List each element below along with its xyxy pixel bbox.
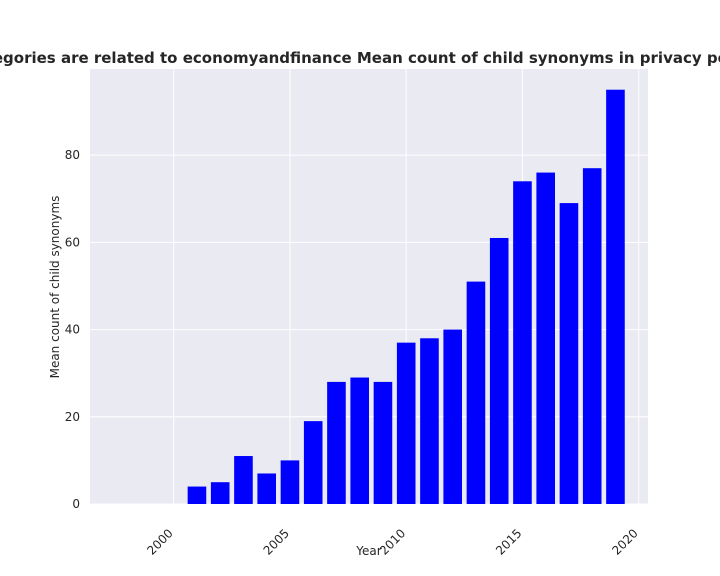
y-axis-label: Mean count of child synonyms [48,196,62,379]
y-tick-label: 20 [65,410,80,424]
bar-2016 [536,172,555,505]
bar-2018 [582,168,602,505]
y-axis-ticks: 0 20 40 60 80 [65,148,80,511]
y-tick-label: 40 [65,323,80,337]
bar-2012 [443,329,462,504]
bar-2009 [373,381,393,504]
x-tick-label: 2000 [144,526,175,557]
chart-title: categories are related to economyandfina… [0,49,720,67]
y-tick-label: 80 [65,148,80,162]
y-tick-label: 0 [72,497,80,511]
bar-2003 [234,456,253,504]
bar-2008 [350,377,369,504]
bars [187,89,625,505]
bar-2007 [327,381,346,504]
bar-2004 [257,473,276,504]
bar-2015 [513,181,532,505]
x-tick-label: 2005 [261,526,292,557]
bar-2010 [396,342,416,504]
bar-2002 [210,482,230,504]
bar-2013 [466,281,486,504]
bar-2019 [606,89,625,504]
x-axis-label: Year [355,544,381,558]
x-axis-ticks: 2000 2005 2010 2015 2020 [144,526,640,557]
x-tick-label: 2015 [493,526,524,557]
bar-2011 [420,338,439,504]
x-tick-label: 2020 [609,526,640,557]
bar-2006 [303,421,323,504]
y-tick-label: 60 [65,235,80,249]
bar-2001 [187,486,207,504]
bar-2005 [280,460,300,504]
bar-2014 [489,237,509,504]
bar-2017 [559,203,579,504]
